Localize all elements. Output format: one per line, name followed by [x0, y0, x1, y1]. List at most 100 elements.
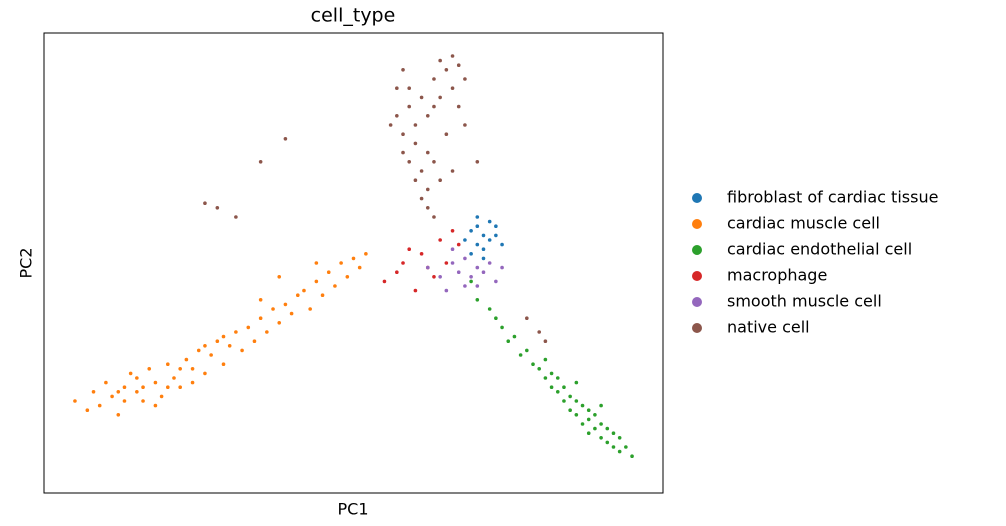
point	[611, 445, 616, 449]
point	[271, 307, 275, 311]
x-axis-label: PC1	[338, 500, 369, 519]
point	[481, 247, 486, 251]
point	[624, 445, 628, 449]
legend-marker	[692, 245, 702, 255]
point	[116, 390, 121, 394]
point	[364, 252, 368, 256]
point	[172, 376, 176, 380]
point	[141, 385, 145, 390]
point	[407, 104, 412, 109]
legend-marker	[692, 297, 702, 307]
legend-label: fibroblast of cardiac tissue	[727, 188, 938, 207]
point	[382, 279, 387, 284]
point	[196, 348, 201, 353]
point	[605, 426, 610, 431]
point	[475, 298, 480, 302]
point	[450, 54, 455, 58]
point	[463, 77, 467, 81]
point	[487, 219, 492, 224]
point	[599, 436, 603, 440]
legend: fibroblast of cardiac tissue cardiac musc…	[692, 188, 938, 337]
point	[135, 390, 139, 394]
point	[438, 238, 442, 242]
point	[407, 86, 412, 90]
point	[481, 256, 486, 261]
point	[190, 380, 195, 385]
point	[141, 399, 145, 403]
point	[450, 229, 455, 233]
point	[419, 252, 424, 256]
point	[209, 353, 213, 357]
point	[419, 196, 424, 201]
point	[580, 422, 585, 426]
point	[432, 77, 436, 81]
legend-label: native cell	[727, 318, 810, 337]
point	[153, 403, 158, 408]
legend-marker	[692, 271, 702, 281]
point	[456, 63, 461, 67]
point	[475, 284, 480, 288]
point	[277, 321, 282, 325]
point	[407, 247, 412, 251]
point	[537, 330, 541, 334]
point	[574, 413, 579, 417]
points	[73, 54, 634, 459]
point	[438, 58, 442, 63]
point	[525, 348, 529, 353]
point	[413, 123, 418, 127]
point	[481, 233, 486, 238]
point	[104, 380, 108, 385]
point	[432, 104, 436, 109]
point	[469, 252, 473, 256]
point	[221, 334, 226, 339]
point	[425, 187, 430, 192]
point	[314, 261, 319, 265]
point	[178, 385, 182, 390]
point	[122, 399, 127, 403]
point	[475, 215, 480, 219]
point	[630, 454, 634, 459]
point	[500, 325, 504, 330]
point	[599, 403, 603, 408]
point	[333, 284, 337, 288]
point	[555, 390, 560, 394]
point	[593, 413, 597, 417]
legend-label: macrophage	[727, 266, 827, 285]
point	[413, 178, 418, 182]
point	[190, 367, 195, 371]
point	[203, 344, 207, 348]
point	[413, 288, 418, 293]
point	[258, 298, 263, 302]
point	[549, 385, 554, 390]
point	[469, 279, 473, 284]
point	[401, 68, 405, 72]
point	[475, 242, 480, 247]
point	[97, 403, 102, 408]
legend-label: cardiac endothelial cell	[727, 240, 912, 259]
point	[494, 316, 498, 321]
point	[234, 330, 238, 334]
point	[425, 206, 430, 210]
point	[407, 160, 412, 164]
point	[438, 178, 442, 182]
point	[525, 316, 529, 321]
point	[419, 95, 424, 100]
point	[401, 261, 405, 265]
point	[463, 123, 467, 127]
point	[444, 68, 449, 72]
point	[135, 376, 139, 380]
point	[258, 316, 263, 321]
point	[463, 238, 467, 242]
legend-marker	[692, 193, 702, 203]
point	[487, 307, 492, 311]
point	[543, 339, 548, 344]
point	[283, 302, 288, 307]
point	[456, 104, 461, 109]
point	[246, 325, 251, 330]
plot-frame	[43, 32, 664, 494]
point	[85, 408, 90, 413]
point	[401, 150, 405, 155]
point	[463, 284, 467, 288]
point	[283, 137, 288, 141]
